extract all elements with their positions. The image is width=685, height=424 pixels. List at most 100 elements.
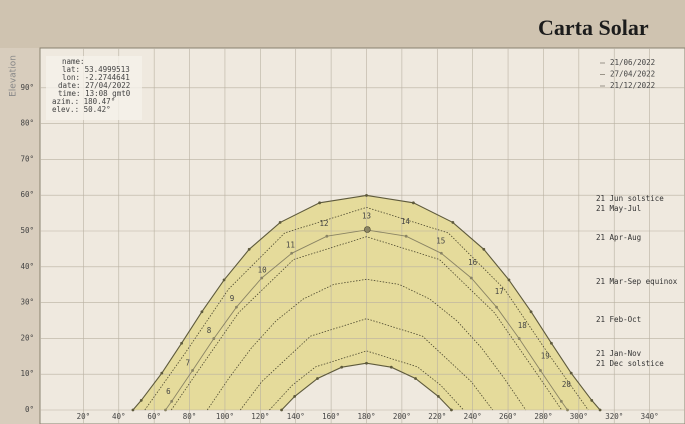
curve-label: 21 Dec solstice (596, 359, 664, 368)
info-line: name: (62, 57, 85, 66)
sun-point (180, 341, 183, 345)
header-band (0, 0, 685, 48)
hour-label: 11 (286, 240, 295, 249)
curve-label: 21 Feb-Oct (596, 315, 641, 324)
y-tick-label: 20° (20, 333, 34, 342)
sun-point (325, 234, 329, 238)
x-tick-label: 140° (287, 412, 305, 421)
guide-curve (269, 350, 464, 411)
sun-point (131, 408, 135, 412)
y-tick-label: 0° (25, 405, 34, 414)
info-line: lat: 53.4999513 (62, 65, 130, 74)
x-tick-label: 80° (183, 412, 197, 421)
sun-point (170, 399, 174, 403)
sun-point (450, 408, 453, 412)
y-tick-label: 50° (20, 226, 34, 235)
sun-point (411, 201, 415, 205)
hour-label: 15 (436, 237, 445, 246)
sun-point (139, 398, 143, 402)
sun-point (293, 395, 297, 398)
sun-point (566, 408, 569, 412)
guide-curve (144, 206, 589, 411)
hour-label: 8 (207, 326, 212, 335)
info-line: date: 27/04/2022 (58, 81, 130, 90)
info-box (46, 56, 142, 120)
curve-label: 21 May-Jul (596, 204, 641, 213)
x-tick-label: 340° (641, 412, 659, 421)
sun-point (590, 398, 594, 402)
x-tick-label: 60° (147, 412, 161, 421)
y-tick-label: 60° (20, 190, 34, 199)
x-tick-label: 300° (570, 412, 588, 421)
legend-label: 21/12/2022 (610, 81, 655, 90)
guide-curve (206, 278, 527, 411)
hour-label: 6 (166, 387, 171, 396)
grid: 0° 10° 20° 30° 40° 50° 60° 70° 80° 90° 20° 40° 60° 80… (20, 48, 685, 424)
x-tick-label: 160° (322, 412, 340, 421)
sun-point (160, 371, 164, 375)
x-tick-label: 280° (534, 412, 552, 421)
x-tick-label: 120° (251, 412, 269, 421)
hour-label: 18 (518, 321, 528, 330)
sun-point (260, 276, 264, 280)
y-tick-label: 30° (20, 298, 34, 307)
sun-point (404, 234, 408, 238)
y-tick-label: 90° (20, 83, 34, 92)
sun-point (495, 305, 498, 309)
sun-point (569, 371, 573, 375)
x-tick-label: 240° (464, 412, 482, 421)
sun-point (529, 310, 533, 314)
sun-point (316, 377, 319, 380)
y-tick-label: 10° (20, 369, 34, 378)
sun-point (247, 247, 251, 251)
curve-label: 21 Jun solstice (596, 194, 664, 203)
sun-position (364, 226, 371, 233)
sun-point (235, 305, 238, 309)
sun-point (389, 365, 393, 369)
curve-label: 21 Mar-Sep equinox (596, 277, 678, 286)
sun-point (191, 369, 194, 372)
sun-point (517, 337, 521, 340)
sun-point (482, 247, 486, 251)
guide-curve (170, 236, 563, 411)
sun-point (290, 251, 294, 255)
x-tick-label: 220° (428, 412, 446, 421)
x-tick-label: 180° (357, 412, 375, 421)
sun-point (436, 395, 440, 398)
guide-curve (239, 318, 494, 411)
x-tick-label: 20° (77, 412, 91, 421)
hour-label: 14 (401, 217, 411, 226)
sun-point (280, 408, 283, 412)
hour-label: 9 (230, 294, 235, 303)
sun-point (365, 361, 368, 365)
info-line: elev.: 50.42° (52, 105, 111, 114)
sun-point (451, 220, 455, 224)
y-tick-label: 40° (20, 262, 34, 271)
sun-point (550, 341, 553, 345)
sun-point (365, 194, 368, 197)
sun-point (414, 377, 417, 380)
info-line: azim.: 180.47° (52, 97, 115, 106)
sun-point (200, 310, 204, 314)
hour-label: 17 (495, 287, 504, 296)
sun-point (598, 408, 602, 412)
sun-point (318, 201, 322, 205)
hour-label: 13 (362, 212, 371, 221)
info-line: time: 13:08 gmt0 (58, 89, 131, 98)
sun-point (539, 369, 542, 372)
x-tick-label: 320° (605, 412, 623, 421)
sun-point (439, 251, 443, 255)
y-tick-label: 70° (20, 154, 34, 163)
x-tick-label: 200° (393, 412, 411, 421)
legend-label: 27/04/2022 (610, 70, 655, 79)
sun-point (559, 399, 563, 403)
sun-point (469, 276, 473, 280)
hour-label: 19 (541, 351, 550, 360)
x-tick-label: 40° (112, 412, 126, 421)
x-tick-label: 100° (216, 412, 234, 421)
sun-point (164, 408, 167, 412)
sun-point (278, 220, 282, 224)
sun-point (340, 365, 344, 369)
hour-label: 20 (562, 380, 572, 389)
